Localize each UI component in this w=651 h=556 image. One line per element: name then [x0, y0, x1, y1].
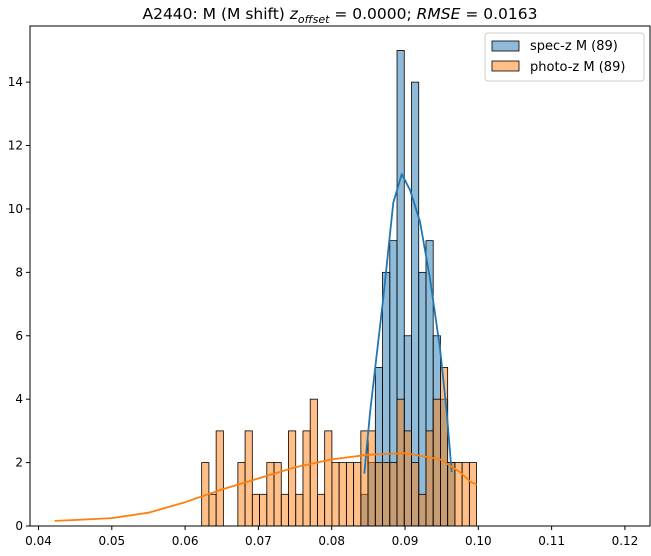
histogram-bar	[411, 81, 420, 527]
histogram-bar	[237, 462, 246, 527]
histogram-bar	[382, 462, 391, 527]
histogram-bar	[468, 462, 478, 527]
legend: spec-z M (89) photo-z M (89)	[484, 32, 645, 82]
histogram-bar	[432, 398, 441, 527]
histogram-bar	[345, 462, 355, 527]
histogram-bar	[280, 493, 289, 527]
histogram-bar	[244, 430, 253, 527]
y-tick-label: 14	[8, 75, 23, 89]
histogram-bar	[396, 398, 405, 527]
x-tick-label: 0.05	[98, 534, 125, 548]
histogram-bar	[389, 462, 398, 527]
x-tick-label: 0.08	[318, 534, 345, 548]
kde-line	[54, 452, 478, 522]
kde-line	[363, 173, 453, 474]
histogram-bar	[418, 493, 427, 527]
y-tick-label: 4	[15, 392, 23, 406]
x-tick-label: 0.06	[172, 534, 199, 548]
histogram-bar	[259, 493, 268, 527]
histogram-bar	[208, 493, 217, 527]
legend-swatch-spec-z	[491, 40, 520, 52]
histogram-bar	[317, 493, 326, 527]
legend-frame	[484, 32, 645, 82]
x-axis: 0.04 0.05 0.06 0.07 0.08 0.09 0.10 0.11 0.12	[25, 526, 638, 548]
x-tick-label: 0.07	[245, 534, 272, 548]
histogram-bar	[403, 430, 412, 527]
plot-frame	[29, 25, 651, 527]
x-tick-label: 0.10	[465, 534, 492, 548]
histogram-bar	[353, 462, 362, 527]
x-tick-label: 0.12	[612, 534, 639, 548]
histogram-bar	[411, 462, 420, 527]
histogram-bar	[367, 430, 376, 527]
histogram-bar	[266, 462, 275, 527]
histogram-bar	[302, 430, 311, 527]
y-tick-label: 6	[15, 329, 23, 343]
y-tick-label: 12	[8, 139, 23, 153]
histogram-bar	[251, 493, 260, 527]
histogram-bar	[295, 493, 304, 527]
legend-label-spec-z: spec-z M (89)	[530, 39, 618, 54]
histogram-bar	[418, 271, 427, 527]
y-axis: 0 2 4 6 8 10 12 14	[8, 75, 30, 533]
y-tick-label: 10	[8, 202, 23, 216]
x-tick-label: 0.09	[392, 534, 419, 548]
histogram-bar	[324, 430, 333, 527]
histogram-bar	[288, 430, 297, 527]
kde-curves	[54, 173, 478, 522]
x-tick-label: 0.11	[538, 534, 565, 548]
histogram-bar	[338, 462, 347, 527]
y-tick-label: 8	[15, 265, 23, 279]
chart-title: A2440: M (M shift) zoffset = 0.0000; RMS…	[142, 5, 537, 26]
histogram-bar	[374, 462, 383, 527]
legend-swatch-photo-z	[491, 60, 520, 72]
y-tick-label: 2	[15, 456, 23, 470]
histogram-bar	[425, 430, 434, 527]
histogram-bar	[461, 462, 470, 527]
histogram-bar	[331, 462, 340, 527]
histogram-bar	[215, 430, 224, 527]
x-tick-label: 0.04	[25, 534, 52, 548]
y-tick-label: 0	[15, 519, 23, 533]
legend-label-photo-z: photo-z M (89)	[530, 60, 625, 75]
